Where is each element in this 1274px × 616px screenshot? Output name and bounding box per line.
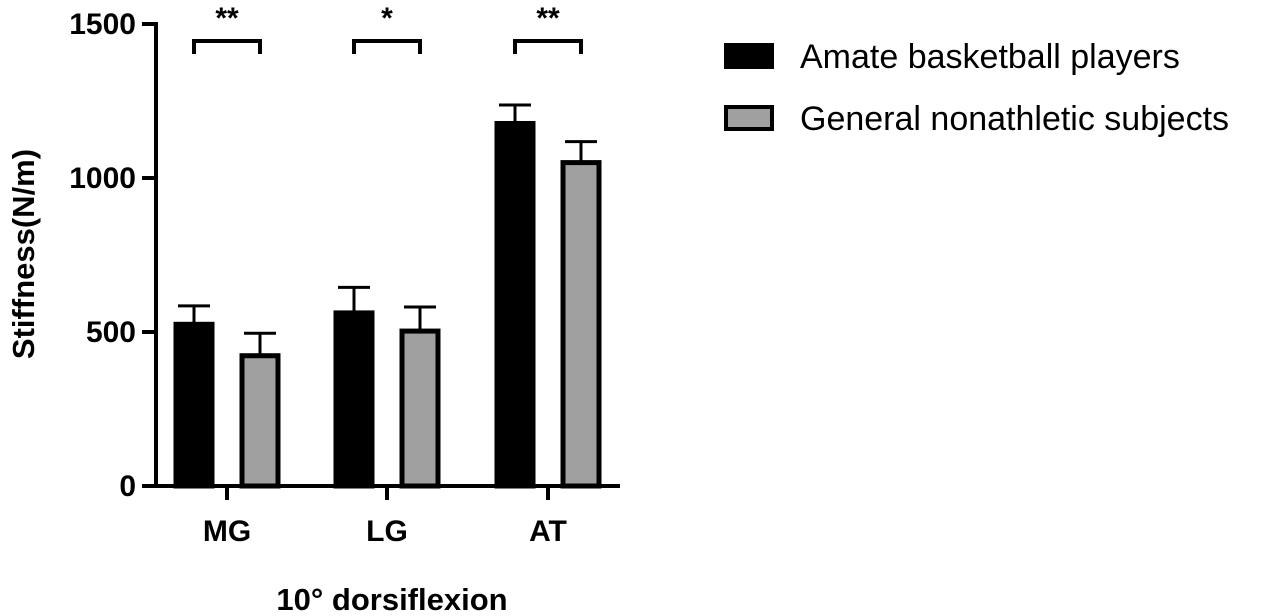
legend-swatch (724, 43, 774, 69)
x-axis: MG LG AT (154, 484, 620, 548)
bar (173, 321, 215, 489)
x-axis-title: 10° dorsiflexion (276, 582, 507, 616)
significance-label: ** (215, 2, 239, 35)
significance-bracket (513, 39, 583, 54)
significance-bracket (192, 39, 262, 54)
bar (494, 120, 536, 489)
legend-label: General nonathletic subjects (800, 100, 1229, 138)
bar (560, 160, 602, 489)
y-tick-label: 0 (119, 470, 136, 503)
x-tick-label: AT (529, 515, 567, 548)
bar (239, 353, 281, 489)
legend-label: Amate basketball players (800, 38, 1180, 76)
legend-swatch (724, 105, 774, 131)
y-tick-label: 1500 (69, 8, 136, 41)
significance-label: ** (536, 2, 560, 35)
x-tick-label: LG (366, 515, 408, 548)
legend: Amate basketball players General nonathle… (724, 38, 1229, 138)
significance-markers: ** * ** (192, 2, 583, 54)
bars (173, 103, 602, 489)
y-axis: 0 500 1000 1500 (69, 8, 158, 503)
significance-label: * (381, 2, 393, 35)
bar (399, 328, 441, 489)
y-axis-title: Stiffness(N/m) (6, 149, 41, 359)
x-tick-label: MG (203, 515, 251, 548)
y-tick-label: 1000 (69, 162, 136, 195)
y-tick-label: 500 (86, 316, 136, 349)
significance-bracket (352, 39, 422, 54)
bar (333, 310, 375, 489)
